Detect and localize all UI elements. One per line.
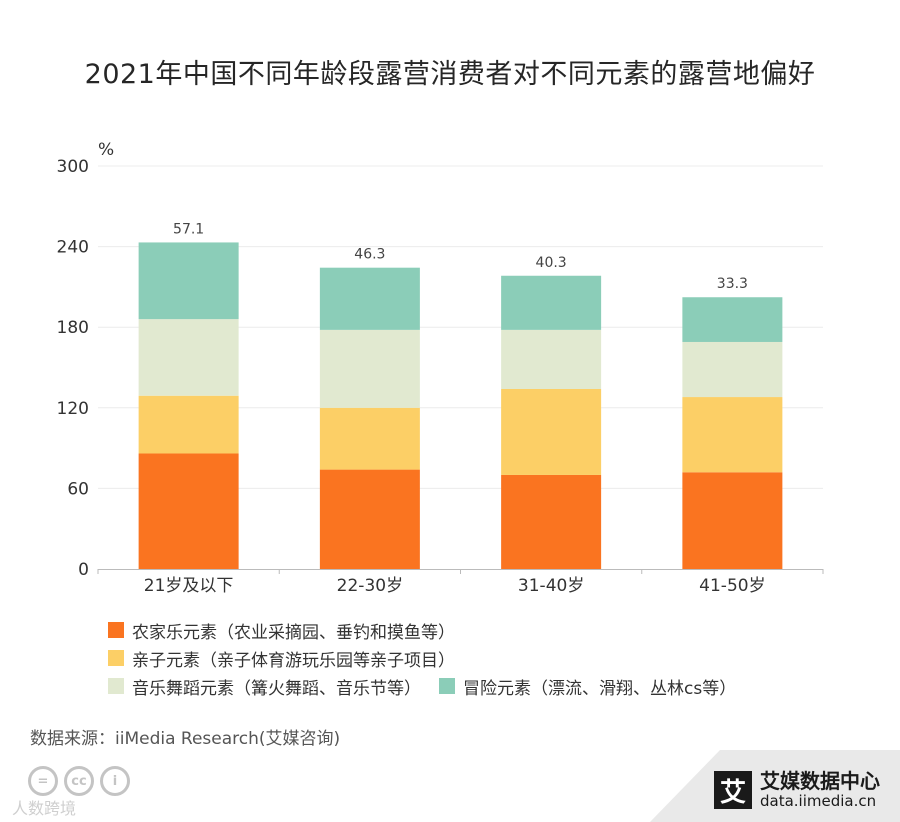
legend-swatch-adventure (439, 678, 455, 694)
bar-segment (682, 397, 783, 473)
legend-label-music: 音乐舞蹈元素（篝火舞蹈、音乐节等） (132, 678, 421, 699)
data-label: 40.3 (536, 255, 567, 271)
legend-item-farm: 农家乐元素（农业采摘园、垂钓和摸鱼等） (108, 618, 455, 643)
legend-label-family: 亲子元素（亲子体育游玩乐园等亲子项目） (132, 650, 455, 671)
brand-name: 艾媒数据中心 (760, 769, 880, 793)
legend-label-farm: 农家乐元素（农业采摘园、垂钓和摸鱼等） (132, 622, 455, 643)
chart-title: 2021年中国不同年龄段露营消费者对不同元素的露营地偏好 (84, 59, 816, 90)
bar-segment (138, 242, 239, 320)
brand-url: data.iimedia.cn (760, 792, 877, 810)
bar-segment (138, 395, 239, 454)
watermark: 人数跨境 (12, 799, 77, 818)
bar-segment (682, 297, 783, 342)
y-tick-label: 120 (57, 399, 89, 419)
y-tick-label: 180 (57, 318, 89, 338)
person-icon: i (100, 766, 130, 796)
chart-legend: 农家乐元素（农业采摘园、垂钓和摸鱼等） 亲子元素（亲子体育游玩乐园等亲子项目） … (108, 616, 754, 700)
y-axis-unit: % (98, 140, 114, 160)
data-label: 33.3 (717, 276, 748, 292)
legend-swatch-music (108, 678, 124, 694)
bar-segment (682, 341, 783, 398)
bar-segment (319, 267, 420, 330)
bar-segment (501, 388, 602, 475)
brand-block: 艾 艾媒数据中心 data.iimedia.cn (714, 770, 880, 810)
y-tick-label: 240 (57, 238, 89, 258)
data-label: 57.1 (173, 221, 204, 237)
x-tick-label: 31-40岁 (518, 576, 584, 596)
bar-segment (501, 275, 602, 330)
x-tick-label: 22-30岁 (337, 576, 403, 596)
y-tick-label: 60 (67, 479, 89, 499)
legend-item-adventure: 冒险元素（漂流、滑翔、丛林cs等） (439, 674, 736, 699)
y-tick-label: 300 (57, 157, 89, 177)
bar-segment (682, 472, 783, 569)
legend-swatch-family (108, 650, 124, 666)
bar-segment (138, 319, 239, 396)
bar-segment (319, 329, 420, 408)
cc-icon: cc (64, 766, 94, 796)
data-source: 数据来源：iiMedia Research(艾媒咨询) (30, 729, 341, 749)
bar-segment (501, 474, 602, 569)
bar-segment (319, 469, 420, 569)
brand-logo-icon: 艾 (714, 771, 752, 809)
data-label: 46.3 (354, 247, 385, 263)
bar-segment (319, 407, 420, 470)
x-tick-label: 21岁及以下 (144, 576, 234, 596)
y-tick-label: 0 (78, 560, 89, 580)
bar-segment (501, 329, 602, 389)
x-tick-label: 41-50岁 (699, 576, 765, 596)
legend-swatch-farm (108, 622, 124, 638)
license-icons: = cc i (28, 766, 136, 796)
equal-icon: = (28, 766, 58, 796)
legend-item-family: 亲子元素（亲子体育游玩乐园等亲子项目） (108, 646, 455, 671)
legend-item-music: 音乐舞蹈元素（篝火舞蹈、音乐节等） (108, 674, 421, 699)
legend-label-adventure: 冒险元素（漂流、滑翔、丛林cs等） (463, 678, 737, 699)
bar-segment (138, 453, 239, 569)
